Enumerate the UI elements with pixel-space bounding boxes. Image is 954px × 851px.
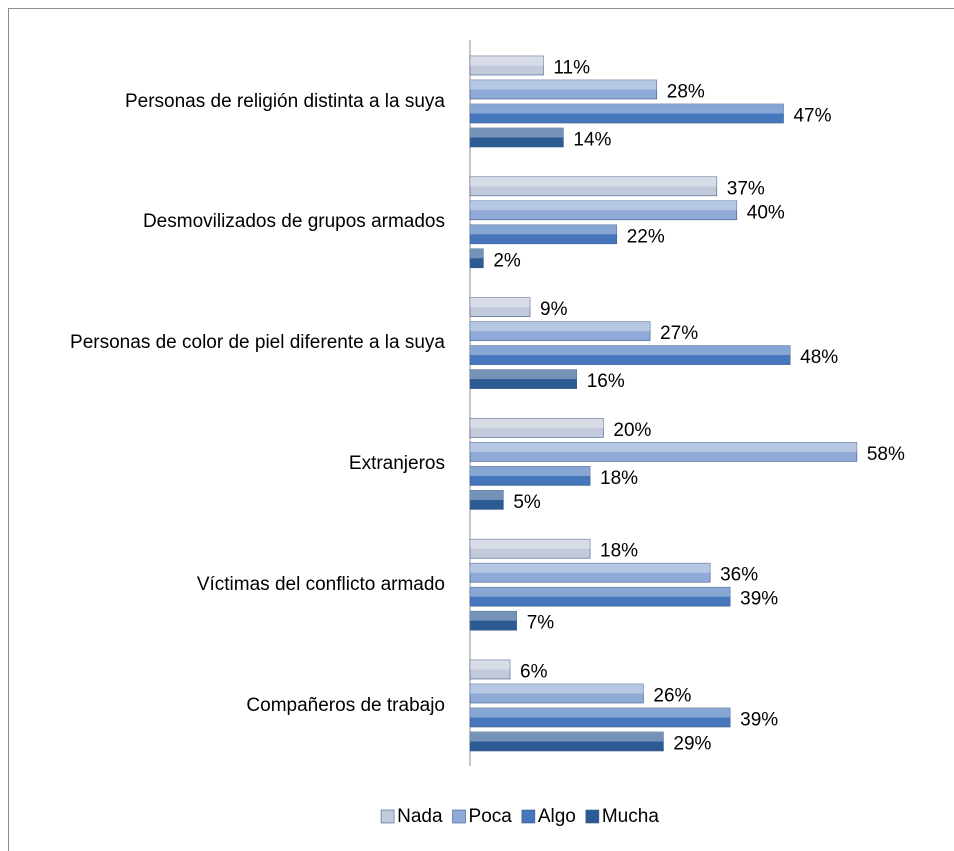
bar	[469, 103, 784, 124]
bar	[469, 466, 591, 486]
legend-marker	[521, 809, 536, 824]
value-label: 36%	[720, 565, 758, 586]
bar	[469, 562, 711, 583]
bar	[469, 369, 578, 389]
bar	[469, 610, 517, 631]
bar-highlight	[470, 684, 644, 694]
legend-marker	[585, 809, 600, 824]
bar-highlight	[470, 563, 711, 573]
bar-highlight	[470, 104, 784, 114]
bar	[469, 297, 531, 317]
value-label: 2%	[493, 250, 521, 271]
value-label: 27%	[660, 323, 698, 344]
bar-highlight	[470, 345, 791, 356]
legend-label: Algo	[538, 806, 576, 827]
bar	[469, 707, 731, 728]
bar-highlight	[470, 418, 604, 428]
value-label: 26%	[653, 686, 691, 707]
bar	[469, 442, 858, 462]
legend-label: Poca	[469, 806, 513, 827]
value-label: 29%	[673, 734, 711, 755]
bar-highlight	[470, 297, 531, 308]
bar-highlight	[470, 80, 657, 90]
value-label: 39%	[740, 589, 778, 610]
category-label: Personas de color de piel diferente a la…	[70, 332, 445, 354]
bar-highlight	[470, 490, 504, 500]
value-label: 58%	[867, 444, 905, 465]
bar	[469, 490, 504, 510]
bar	[469, 683, 644, 704]
value-label: 6%	[520, 662, 548, 683]
value-label: 9%	[540, 299, 568, 320]
bar	[469, 55, 544, 76]
bar	[469, 321, 651, 341]
category-label: Víctimas del conflicto armado	[196, 573, 445, 595]
bar-highlight	[470, 708, 731, 718]
value-label: 39%	[740, 710, 778, 731]
bar-highlight	[470, 321, 651, 332]
bar-highlight	[470, 248, 484, 259]
value-label: 11%	[553, 58, 590, 79]
bar	[469, 731, 664, 752]
bar	[469, 538, 591, 559]
value-label: 18%	[600, 468, 638, 489]
category-label: Compañeros de trabajo	[246, 694, 445, 716]
bar-highlight	[470, 466, 591, 476]
value-label: 20%	[613, 420, 651, 441]
value-label: 5%	[513, 492, 541, 513]
bar	[469, 79, 658, 100]
bar-highlight	[470, 128, 564, 138]
bar	[469, 248, 484, 269]
bar	[469, 200, 738, 221]
bar-highlight	[470, 660, 511, 670]
bar-highlight	[470, 369, 577, 380]
bar	[469, 127, 564, 148]
bar-highlight	[470, 732, 664, 742]
value-label: 47%	[793, 106, 831, 127]
category-label: Extranjeros	[348, 452, 445, 474]
value-label: 48%	[800, 347, 838, 368]
legend-marker	[380, 809, 395, 824]
bar-highlight	[470, 176, 717, 187]
category-label: Desmovilizados de grupos armados	[142, 211, 445, 233]
legend-label: Nada	[397, 806, 443, 827]
bar-highlight	[470, 611, 517, 621]
value-label: 22%	[627, 226, 665, 247]
value-label: 16%	[587, 371, 625, 392]
bar	[469, 418, 604, 438]
value-label: 37%	[727, 178, 765, 199]
value-label: 14%	[573, 130, 611, 151]
chart-frame	[8, 8, 954, 851]
bar-highlight	[470, 539, 591, 549]
bar	[469, 659, 511, 680]
bar-highlight	[470, 442, 857, 452]
bar-highlight	[470, 224, 617, 235]
bar-highlight	[470, 56, 544, 66]
category-label: Personas de religión distinta a la suya	[124, 90, 445, 112]
bar	[469, 224, 618, 245]
value-label: 7%	[527, 613, 555, 634]
bar	[469, 586, 731, 607]
bar	[469, 345, 791, 365]
bar-highlight	[470, 587, 731, 597]
bar-highlight	[470, 200, 737, 211]
value-label: 40%	[747, 202, 785, 223]
value-label: 28%	[667, 82, 705, 103]
value-label: 18%	[600, 541, 638, 562]
bar	[469, 176, 718, 197]
legend-label: Mucha	[602, 806, 659, 827]
legend-marker	[452, 809, 466, 824]
